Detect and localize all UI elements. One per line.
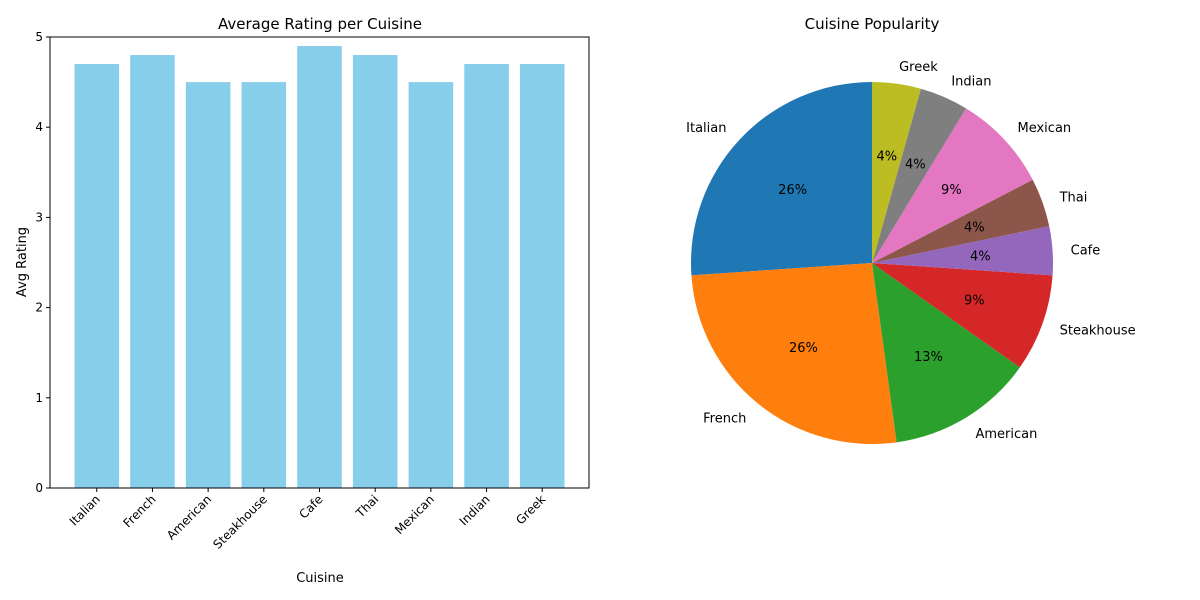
pie-slice-cafe xyxy=(872,226,1053,276)
bar-x-tick-label: Italian xyxy=(67,492,103,528)
bar-y-tick-label: 2 xyxy=(35,301,43,315)
pie-percent-indian: 4% xyxy=(905,157,926,172)
bar-y-tick-label: 3 xyxy=(35,210,43,224)
bar-mexican xyxy=(408,82,454,488)
pie-label-american: American xyxy=(975,427,1037,442)
bar-steakhouse xyxy=(241,82,287,488)
bar-x-axis-label: Cuisine xyxy=(296,571,344,586)
bar-american xyxy=(185,82,231,488)
bar-y-tick-label: 4 xyxy=(35,120,43,134)
bar-x-tick-label: Mexican xyxy=(392,492,437,537)
bar-y-tick-label: 0 xyxy=(35,481,43,495)
pie-chart: Cuisine Popularity Italian 26% French 26% Am… xyxy=(686,15,1136,445)
bar-x-tick-label: Cafe xyxy=(296,492,325,521)
bar-series xyxy=(74,46,565,489)
pie-slice-steakhouse xyxy=(872,263,1053,368)
bar-x-tick-label: Greek xyxy=(513,492,548,527)
pie-slice-mexican xyxy=(872,108,1033,263)
bar-x-tick-label: Thai xyxy=(353,492,382,521)
bar-y-axis-label: Avg Rating xyxy=(15,227,30,297)
pie-slice-greek xyxy=(872,82,921,263)
bar-greek xyxy=(519,64,565,488)
bar-y-tick-label: 5 xyxy=(35,30,43,44)
pie-labels: Italian 26% French 26% American 13% Steakhouse… xyxy=(686,60,1135,442)
pie-percent-cafe: 4% xyxy=(970,250,991,265)
pie-label-italian: Italian xyxy=(686,121,726,136)
pie-label-greek: Greek xyxy=(899,60,938,75)
pie-label-mexican: Mexican xyxy=(1018,121,1072,136)
bar-y-tick-label: 1 xyxy=(35,391,43,405)
bar-x-tick-label: Steakhouse xyxy=(210,492,270,552)
pie-percent-thai: 4% xyxy=(964,221,985,236)
pie-label-cafe: Cafe xyxy=(1071,243,1101,258)
pie-slices xyxy=(690,82,1053,445)
bar-chart: Average Rating per Cuisine 0 1 2 3 4 5 Italia… xyxy=(15,15,590,586)
pie-percent-steakhouse: 9% xyxy=(964,293,985,308)
bar-thai xyxy=(352,55,398,488)
bar-cafe xyxy=(297,46,342,489)
bar-chart-title: Average Rating per Cuisine xyxy=(218,15,422,33)
pie-percent-greek: 4% xyxy=(876,149,897,164)
pie-percent-italian: 26% xyxy=(778,183,807,198)
pie-label-french: French xyxy=(703,411,746,426)
pie-chart-title: Cuisine Popularity xyxy=(805,15,940,33)
pie-slice-indian xyxy=(872,88,967,263)
pie-slice-american xyxy=(872,263,1020,443)
bar-x-tick-label: French xyxy=(120,492,158,530)
bar-x-tick-label: American xyxy=(164,492,214,542)
pie-slice-thai xyxy=(872,179,1050,263)
bar-italian xyxy=(74,64,120,488)
pie-percent-mexican: 9% xyxy=(941,183,962,198)
bar-indian xyxy=(464,64,509,488)
pie-percent-french: 26% xyxy=(789,341,818,356)
bar-french xyxy=(130,55,175,488)
pie-label-indian: Indian xyxy=(951,74,991,89)
pie-slice-italian xyxy=(690,82,872,276)
pie-label-steakhouse: Steakhouse xyxy=(1060,324,1136,339)
bar-y-axis: 0 1 2 3 4 5 xyxy=(35,30,50,495)
pie-percent-american: 13% xyxy=(914,350,943,365)
pie-slice-french xyxy=(691,263,897,445)
pie-label-thai: Thai xyxy=(1059,190,1088,205)
bar-x-tick-label: Indian xyxy=(457,492,493,528)
